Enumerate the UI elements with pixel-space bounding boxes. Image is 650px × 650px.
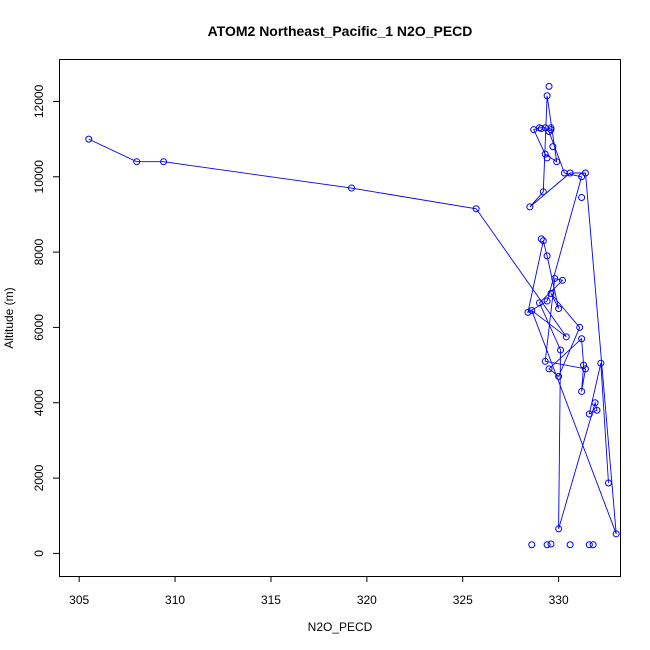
x-tick-label: 315 — [261, 593, 281, 607]
data-point — [133, 158, 141, 166]
y-tick-label: 0 — [32, 550, 46, 557]
x-tick-label: 325 — [453, 593, 473, 607]
data-point — [545, 128, 553, 136]
data-point — [547, 124, 555, 132]
data-point — [558, 276, 566, 284]
data-point — [545, 82, 553, 90]
data-point — [85, 135, 93, 143]
data-point — [547, 290, 555, 298]
data-point — [578, 387, 586, 395]
data-point — [566, 541, 574, 549]
data-point — [578, 193, 586, 201]
data-point — [526, 203, 534, 211]
data-point — [472, 205, 480, 213]
x-axis: 305 310 315 320 325 330 — [69, 576, 569, 607]
y-tick-label: 2000 — [32, 464, 46, 491]
plot-frame — [59, 59, 621, 577]
data-point — [581, 365, 589, 373]
data-point — [585, 541, 593, 549]
data-point — [581, 169, 589, 177]
chart-title: ATOM2 Northeast_Pacific_1 N2O_PECD — [208, 23, 473, 39]
y-tick-label: 4000 — [32, 389, 46, 416]
data-point — [547, 126, 555, 134]
y-tick-label: 10000 — [32, 160, 46, 194]
x-tick-label: 330 — [549, 593, 569, 607]
data-point — [549, 143, 557, 151]
data-point — [593, 406, 601, 414]
data-point — [578, 173, 586, 181]
data-point — [555, 525, 563, 533]
data-point — [555, 305, 563, 313]
data-point — [604, 479, 612, 487]
data-point — [551, 274, 559, 282]
y-tick-label: 8000 — [32, 238, 46, 265]
y-tick-label: 12000 — [32, 84, 46, 118]
data-point — [543, 92, 551, 100]
data-point — [160, 158, 168, 166]
data-point — [576, 323, 584, 331]
data-point — [562, 333, 570, 341]
data-point — [560, 169, 568, 177]
y-tick-label: 6000 — [32, 314, 46, 341]
data-point — [543, 541, 551, 549]
data-point — [589, 541, 597, 549]
series-points — [85, 82, 620, 549]
data-point — [555, 372, 563, 380]
x-axis-label: N2O_PECD — [308, 620, 373, 634]
data-point — [580, 361, 588, 369]
data-point — [578, 335, 586, 343]
data-point — [597, 359, 605, 367]
data-point — [543, 252, 551, 260]
data-point — [585, 410, 593, 418]
data-point — [591, 399, 599, 407]
series-lines — [88, 95, 617, 534]
x-tick-label: 305 — [69, 593, 89, 607]
data-point — [557, 346, 565, 354]
series-line — [88, 95, 617, 534]
data-point — [547, 540, 555, 548]
data-point — [528, 541, 536, 549]
data-point — [535, 299, 543, 307]
data-point — [539, 188, 547, 196]
data-point — [541, 150, 549, 158]
data-point — [539, 237, 547, 245]
data-point — [543, 297, 551, 305]
y-axis: 0 2000 4000 6000 8000 10000 12000 — [32, 84, 60, 557]
x-tick-label: 320 — [357, 593, 377, 607]
y-axis-label: Altitude (m) — [2, 287, 16, 348]
data-point — [537, 125, 545, 133]
data-point — [528, 306, 536, 314]
x-tick-label: 310 — [165, 593, 185, 607]
data-point — [541, 357, 549, 365]
data-point — [553, 158, 561, 166]
data-point — [348, 184, 356, 192]
data-point — [524, 308, 532, 316]
data-point — [543, 154, 551, 162]
data-point — [545, 365, 553, 373]
data-point — [612, 530, 620, 538]
data-point — [537, 235, 545, 243]
